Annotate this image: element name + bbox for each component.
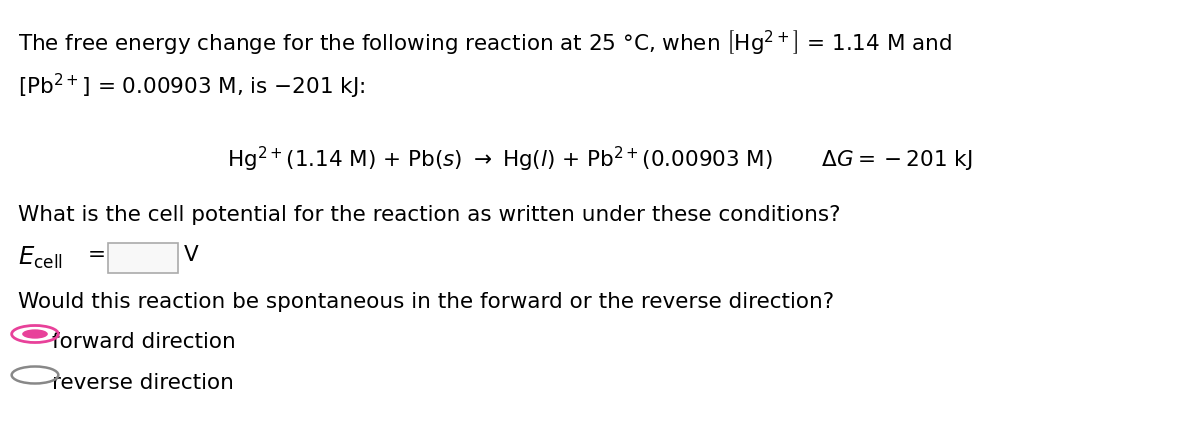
Text: forward direction: forward direction — [52, 332, 235, 352]
Text: Would this reaction be spontaneous in the forward or the reverse direction?: Would this reaction be spontaneous in th… — [18, 292, 834, 312]
Text: =: = — [88, 245, 106, 265]
Text: Hg$^{2+}$(1.14 M) + Pb($s$) $\rightarrow$ Hg($l$) + Pb$^{2+}$(0.00903 M)$\quad\q: Hg$^{2+}$(1.14 M) + Pb($s$) $\rightarrow… — [227, 145, 973, 174]
FancyBboxPatch shape — [108, 243, 178, 273]
Text: $E_{\rm cell}$: $E_{\rm cell}$ — [18, 245, 62, 271]
Text: What is the cell potential for the reaction as written under these conditions?: What is the cell potential for the react… — [18, 205, 840, 225]
Text: $\left[\mathrm{Pb}^{2+}\right]$ = 0.00903 M, is $-$201 kJ:: $\left[\mathrm{Pb}^{2+}\right]$ = 0.0090… — [18, 72, 365, 101]
Circle shape — [22, 329, 48, 339]
Text: The free energy change for the following reaction at 25 $\degree$C, when $\left[: The free energy change for the following… — [18, 28, 952, 57]
Text: V: V — [184, 245, 199, 265]
Text: reverse direction: reverse direction — [52, 373, 234, 393]
